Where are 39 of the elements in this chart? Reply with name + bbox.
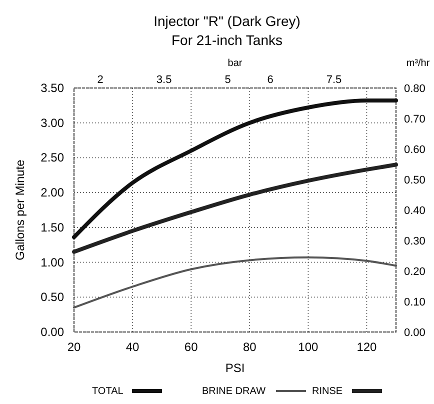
- x2-tick-label: 7.5: [326, 74, 342, 86]
- x-tick-label: 40: [126, 340, 140, 354]
- y-tick-label: 1.50: [40, 220, 64, 234]
- x2-tick-label: 3.5: [156, 74, 172, 86]
- x2-tick-label: 2: [97, 74, 104, 86]
- y2-tick-label: 0.10: [404, 296, 426, 308]
- legend-label: RINSE: [312, 386, 343, 397]
- y2-tick-label: 0.20: [404, 266, 426, 278]
- y2-tick-label: 0.50: [404, 174, 426, 186]
- y2-tick-label: 0.70: [404, 114, 426, 126]
- y-tick-label: 2.50: [40, 150, 64, 165]
- x-tick-label: 60: [184, 340, 198, 354]
- y-tick-label: 2.00: [40, 186, 64, 200]
- y-axis-title: Gallons per Minute: [13, 159, 27, 260]
- line-series: [72, 98, 398, 240]
- x-tick-label: 120: [356, 340, 378, 354]
- y2-tick-label: 0.80: [404, 83, 426, 95]
- legend-label: TOTAL: [92, 386, 124, 397]
- y-tick-label: 3.00: [40, 116, 64, 130]
- chart-title: Injector "R" (Dark Grey): [154, 13, 300, 29]
- y-tick-label: 3.50: [40, 81, 64, 95]
- x-tick-label: 20: [67, 340, 81, 354]
- x2-tick-label: 5: [224, 74, 231, 86]
- y2-tick-label: 0.00: [404, 327, 426, 339]
- y2-axis-title: m³/hr: [406, 58, 430, 69]
- y-tick-label: 1.00: [40, 255, 64, 270]
- x2-axis-title: bar: [228, 58, 243, 69]
- x-axis-title: PSI: [225, 361, 245, 375]
- x2-tick-label: 6: [267, 74, 274, 86]
- legend-label: BRINE DRAW: [202, 386, 266, 397]
- chart-subtitle: For 21-inch Tanks: [171, 32, 283, 48]
- x-tick-label: 100: [298, 340, 319, 354]
- x-tick-label: 80: [242, 340, 257, 354]
- y2-tick-label: 0.60: [404, 144, 426, 156]
- line-series: [72, 162, 398, 254]
- y-tick-label: 0.00: [40, 325, 64, 339]
- y2-tick-label: 0.40: [404, 205, 426, 217]
- y2-tick-label: 0.30: [404, 236, 426, 248]
- y-tick-label: 0.50: [40, 290, 64, 304]
